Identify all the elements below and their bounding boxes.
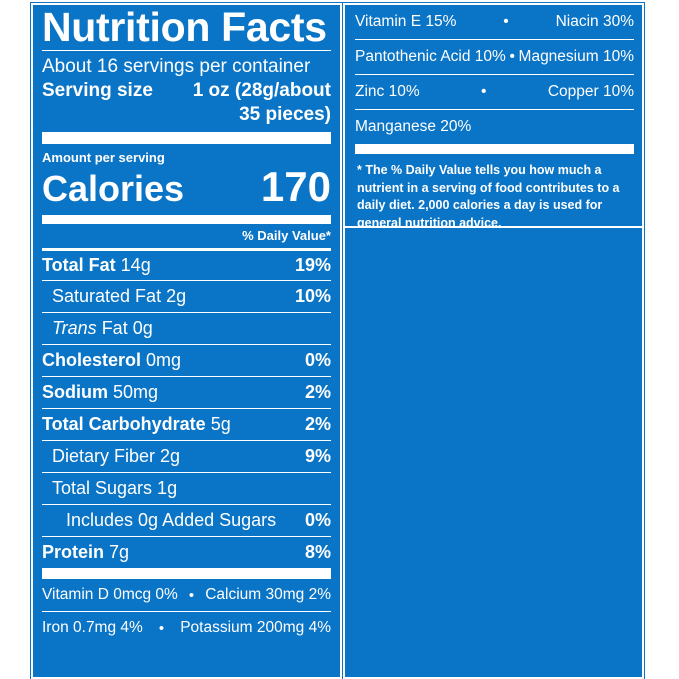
nutrient-name: Protein: [42, 542, 105, 562]
nutrient-row-cholesterol: Cholesterol 0mg 0%: [42, 344, 331, 376]
serving-size-value-line1: 1 oz (28g/about: [192, 80, 331, 101]
nutrient-name: Dietary Fiber 2g: [52, 446, 181, 466]
nutrient-row-dietary-fiber: Dietary Fiber 2g 9%: [42, 440, 331, 472]
vitamin-item: Copper 10%: [547, 83, 634, 100]
nutrient-amount: 7g: [104, 542, 130, 562]
thick-divider: [42, 215, 331, 224]
thick-divider: [42, 568, 331, 579]
nutrient-dv: 2%: [304, 382, 331, 402]
vitamin-item: Potassium 200mg 4%: [180, 619, 331, 636]
nutrient-amount: 50mg: [108, 382, 159, 402]
nutrient-dv: 2%: [304, 414, 331, 434]
nutrient-dv: 19%: [294, 255, 331, 275]
nutrient-amount: 14g: [115, 255, 151, 275]
divider: [42, 611, 331, 612]
serving-size-row: Serving size 1 oz (28g/about 35 pieces): [42, 79, 331, 127]
nutrient-amount: 0mg: [141, 350, 182, 370]
calories-label: Calories: [42, 168, 185, 209]
nutrient-dv: 9%: [304, 446, 331, 466]
vitamin-item: Magnesium 10%: [518, 48, 634, 65]
nutrition-label-continued: Vitamin E 15% • Niacin 30% Pantothenic A…: [342, 2, 645, 679]
calories-row: Calories 170: [42, 165, 331, 209]
nutrient-name: Total Sugars 1g: [52, 478, 178, 498]
nutrient-row-saturated-fat: Saturated Fat 2g 10%: [42, 280, 331, 312]
empty-panel-area: [345, 226, 642, 677]
nutrient-row-total-fat: Total Fat 14g 19%: [42, 248, 331, 280]
bullet-icon: •: [158, 619, 165, 637]
nutrient-row-total-carbohydrate: Total Carbohydrate 5g 2%: [42, 408, 331, 440]
label-title: Nutrition Facts: [42, 4, 327, 50]
nutrient-name: Cholesterol: [42, 350, 142, 370]
nutrient-dv: 8%: [304, 542, 331, 562]
divider: [355, 39, 634, 40]
nutrient-name: Trans: [52, 318, 97, 338]
amount-per-serving: Amount per serving: [42, 150, 165, 165]
nutrition-label-main: Nutrition Facts About 16 servings per co…: [30, 2, 343, 679]
vitamin-row: Manganese 20%: [355, 110, 634, 144]
nutrient-amount: 5g: [205, 414, 231, 434]
nutrient-row-added-sugars: Includes 0g Added Sugars 0%: [42, 504, 331, 536]
nutrient-row-total-sugars: Total Sugars 1g: [42, 472, 331, 504]
nutrient-amount: Fat 0g: [96, 318, 153, 338]
vitamin-row: Zinc 10% • Copper 10%: [355, 75, 634, 109]
vitamin-row: Vitamin D 0mcg 0% • Calcium 30mg 2%: [42, 579, 331, 611]
vitamin-item: Manganese 20%: [355, 118, 472, 135]
calories-value: 170: [260, 163, 331, 210]
thick-divider: [42, 132, 331, 144]
vitamin-item: Zinc 10%: [355, 83, 420, 100]
vitamin-item: Iron 0.7mg 4%: [42, 619, 143, 636]
nutrient-dv: 10%: [294, 286, 331, 306]
nutrient-name: Saturated Fat 2g: [52, 286, 187, 306]
nutrient-dv: 0%: [304, 510, 331, 530]
bullet-icon: •: [503, 13, 509, 30]
bullet-icon: •: [481, 83, 487, 100]
serving-size-label: Serving size: [42, 80, 153, 101]
divider: [42, 50, 331, 51]
nutrient-row-sodium: Sodium 50mg 2%: [42, 376, 331, 408]
nutrient-row-protein: Protein 7g 8%: [42, 536, 331, 568]
divider: [355, 74, 634, 75]
bullet-icon: •: [509, 48, 515, 65]
nutrient-dv: 0%: [304, 350, 331, 370]
vitamin-row: Pantothenic Acid 10% • Magnesium 10%: [355, 40, 634, 74]
serving-size-value: 1 oz (28g/about 35 pieces): [193, 79, 331, 127]
serving-size-value-line2: 35 pieces): [239, 104, 331, 125]
nutrient-name: Includes 0g Added Sugars: [66, 510, 277, 530]
vitamin-item: Pantothenic Acid 10%: [355, 48, 506, 65]
nutrient-row-trans-fat: Trans Fat 0g: [42, 312, 331, 344]
nutrient-name: Total Fat: [42, 255, 116, 275]
daily-value-footnote: * The % Daily Value tells you how much a…: [357, 163, 620, 230]
servings-per-container: About 16 servings per container: [42, 56, 311, 77]
vitamin-item: Vitamin D 0mcg 0%: [42, 586, 178, 603]
vitamin-item: Calcium 30mg 2%: [205, 586, 331, 603]
divider: [355, 109, 634, 110]
bullet-icon: •: [188, 586, 195, 604]
daily-value-header: % Daily Value*: [242, 228, 331, 243]
vitamin-row: Vitamin E 15% • Niacin 30%: [355, 5, 634, 39]
vitamin-item: Vitamin E 15%: [355, 13, 457, 30]
nutrient-name: Sodium: [42, 382, 108, 402]
thick-divider: [355, 144, 634, 154]
nutrient-name: Total Carbohydrate: [42, 414, 206, 434]
vitamin-item: Niacin 30%: [555, 13, 634, 30]
vitamin-row: Iron 0.7mg 4% • Potassium 200mg 4%: [42, 612, 331, 644]
